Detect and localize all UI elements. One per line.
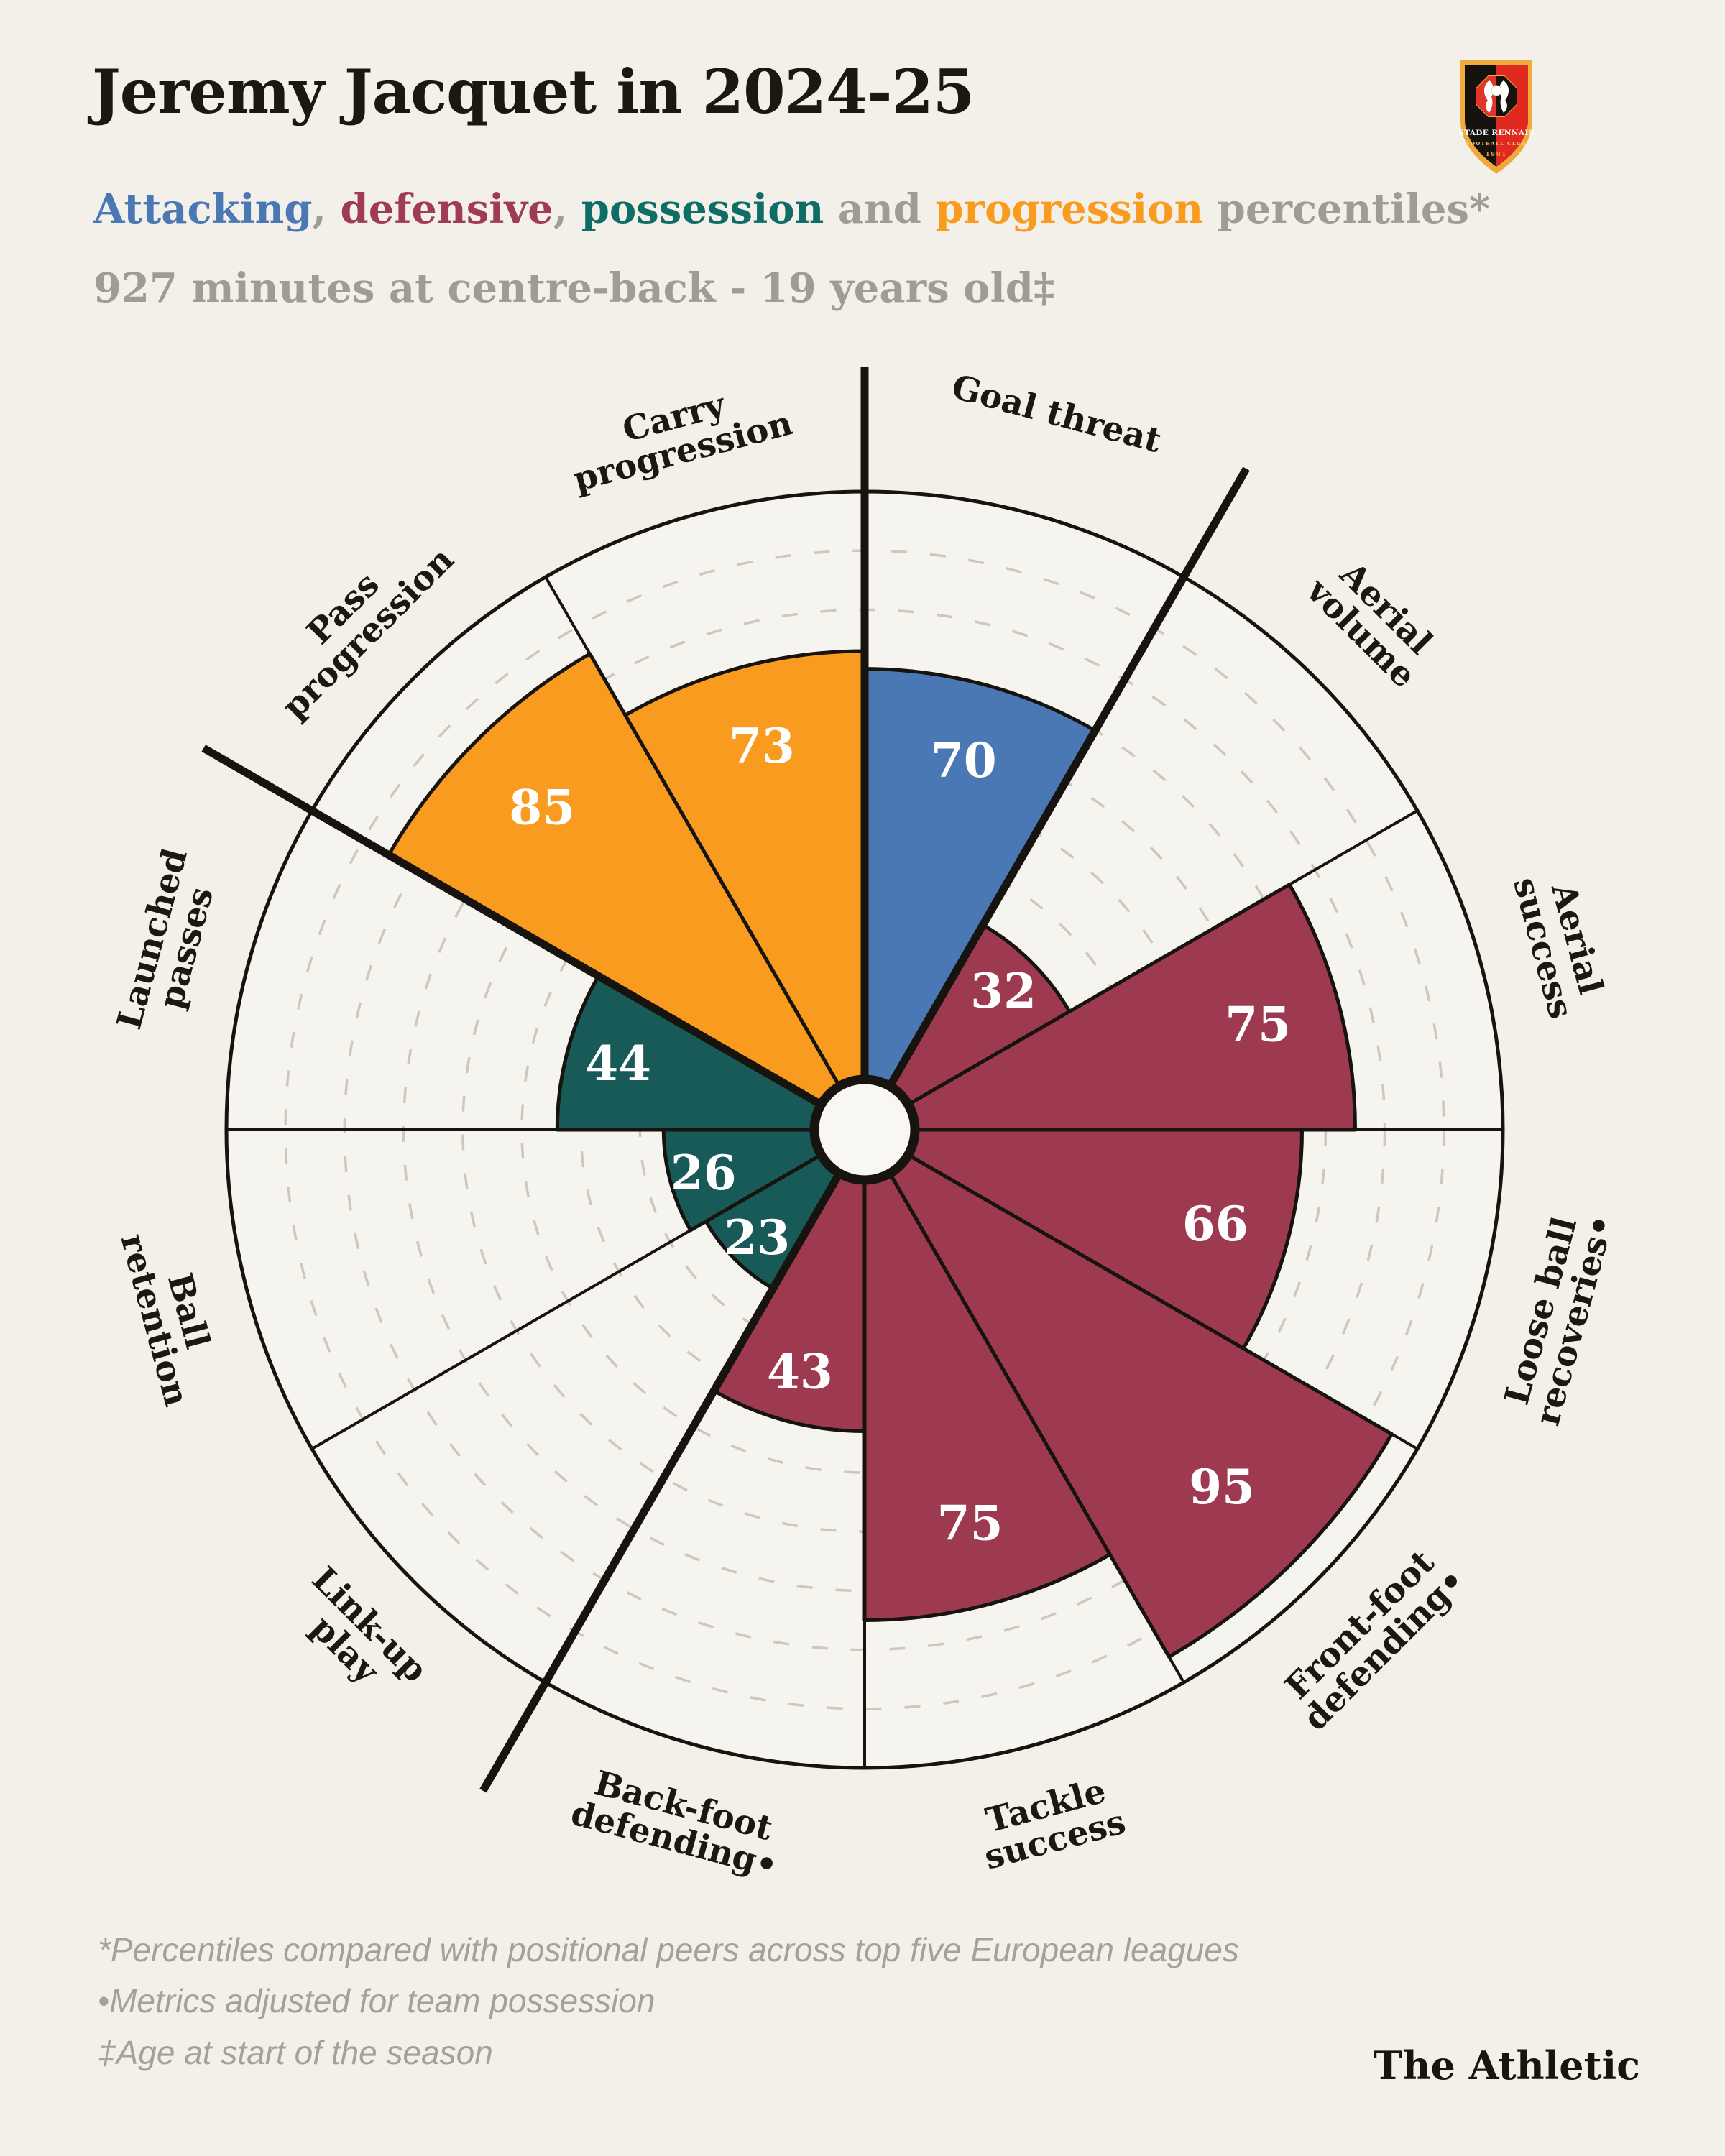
subtitle-segment-1: , [312,185,341,233]
club-crest: STADE RENNAIS FOOTBALL CLUB 1901 [1458,60,1535,174]
label-loose-ball-recoveries: Loose ballrecoveries• [1494,1202,1622,1430]
player-meta-line: 927 minutes at centre-back - 19 years ol… [93,264,1055,312]
slice-separator [887,1170,1185,1684]
subtitle-legend: Attacking, defensive, possession and pro… [93,185,1490,233]
footnote-possession-adjusted: •Metrics adjusted for team possession [98,1982,656,2020]
label-launched-passes: Launchedpasses [109,844,229,1043]
label-carry-progression: Carryprogression [560,369,796,499]
slice-separator [310,1152,824,1450]
subtitle-segment-4: possession [581,185,824,233]
subtitle-segment-0: Attacking [93,185,313,233]
value-back-foot-defending: 43 [767,1343,833,1399]
crest-ermine-left [1484,80,1494,113]
slice-separator [905,809,1419,1107]
label-aerial-volume: Aerialvolume [1298,545,1448,696]
slice-separator [905,1152,1419,1450]
crest-ball [1491,85,1502,96]
value-aerial-volume: 32 [970,963,1036,1019]
value-ball-retention: 26 [671,1145,737,1201]
subtitle-segment-7: percentiles* [1203,185,1491,233]
crest-text-bottom: 1901 [1486,150,1507,157]
label-ball-retention: Ballretention [112,1220,230,1410]
label-link-up-play: Link-upplay [280,1560,435,1715]
centre-hole [809,1074,920,1185]
crest-text-mid: FOOTBALL CLUB [1466,141,1527,147]
subtitle-segment-2: defensive [340,185,553,233]
label-aerial-success: Aerialsuccess [1505,864,1614,1023]
value-goal-threat: 70 [931,732,997,788]
label-goal-threat: Goal threat [947,367,1165,461]
crest-text-top: STADE RENNAIS [1458,129,1535,137]
label-tackle-success: Tacklesuccess [971,1768,1130,1877]
value-front-foot-defending: 95 [1189,1459,1255,1515]
page-title: Jeremy Jacquet in 2024-25 [92,56,975,127]
subtitle-segment-6: progression [935,185,1204,233]
footnotes: *Percentiles compared with positional pe… [98,1925,1239,2078]
subtitle-segment-5: and [824,185,936,233]
brand-logo: The Athletic [1374,2042,1640,2088]
group-divider-progression [201,745,831,1112]
value-tackle-success: 75 [937,1495,1003,1551]
subtitle-segment-3: , [553,185,581,233]
value-pass-progression: 85 [509,779,575,835]
group-divider-possession [479,1164,847,1793]
footnote-percentiles: *Percentiles compared with positional pe… [98,1931,1239,1968]
crest-ermine-right [1499,80,1509,113]
label-back-foot-defending: Back-footdefending• [567,1759,791,1886]
group-divider-defensive [882,466,1250,1096]
slice-separator [544,576,842,1089]
value-aerial-success: 75 [1225,996,1291,1052]
footnote-age: ‡Age at start of the season [98,2033,493,2071]
value-launched-passes: 44 [585,1036,651,1092]
value-loose-ball-recoveries: 66 [1182,1196,1248,1252]
value-carry-progression: 73 [729,718,795,774]
value-link-up-play: 23 [724,1210,790,1266]
